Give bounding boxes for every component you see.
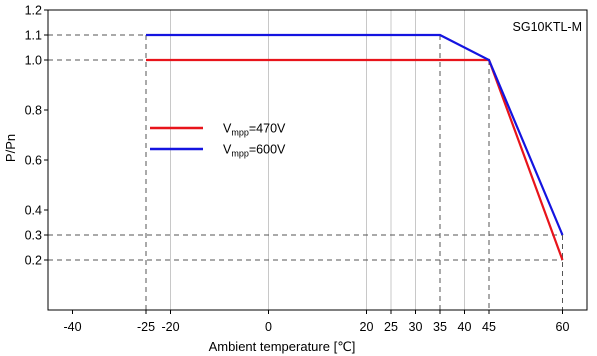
legend-label: Vmpp=470V (223, 122, 286, 138)
y-tick-label: 0.4 (25, 204, 42, 218)
x-tick-label: -25 (137, 320, 155, 334)
y-tick-label: 1.1 (25, 29, 42, 43)
y-axis-label: P/Pn (3, 134, 18, 162)
x-tick-label: 20 (360, 320, 374, 334)
legend-label-rest: =600V (249, 143, 286, 157)
legend-label: Vmpp=600V (223, 143, 286, 159)
model-annotation: SG10KTL-M (513, 20, 582, 34)
x-tick-label: 35 (433, 320, 447, 334)
legend-label-rest: =470V (249, 122, 286, 136)
y-tick-label: 0.6 (25, 154, 42, 168)
tick-layer: -40 -25 -20 0 20 25 30 35 40 45 60 0.2 0.3 0.4 0.6 0.8 1… (25, 4, 570, 335)
y-tick-label: 1.2 (25, 4, 42, 18)
grid-layer (170, 10, 465, 310)
guide-layer (48, 34, 563, 310)
x-tick-label: 45 (482, 320, 496, 334)
x-tick-label: 30 (409, 320, 423, 334)
x-tick-label: 60 (556, 320, 570, 334)
legend-label-main: V (223, 122, 232, 136)
series-line-600v (146, 33, 564, 236)
x-tick-label: -40 (63, 320, 81, 334)
x-tick-label: 40 (458, 320, 472, 334)
series-layer (146, 33, 564, 261)
series-line-470v (146, 58, 564, 261)
x-tick-label: 25 (384, 320, 398, 334)
y-tick-label: 0.8 (25, 104, 42, 118)
x-tick-label: -20 (161, 320, 179, 334)
x-axis-label: Ambient temperature [℃] (209, 339, 356, 354)
x-tick-label: 0 (265, 320, 272, 334)
y-tick-label: 1.0 (25, 54, 42, 68)
y-tick-label: 0.2 (25, 254, 42, 268)
plot-frame (47, 9, 588, 311)
legend-label-main: V (223, 143, 232, 157)
y-tick-label: 0.3 (25, 229, 42, 243)
legend-label-sub: mpp (231, 149, 249, 159)
legend-label-sub: mpp (231, 128, 249, 138)
